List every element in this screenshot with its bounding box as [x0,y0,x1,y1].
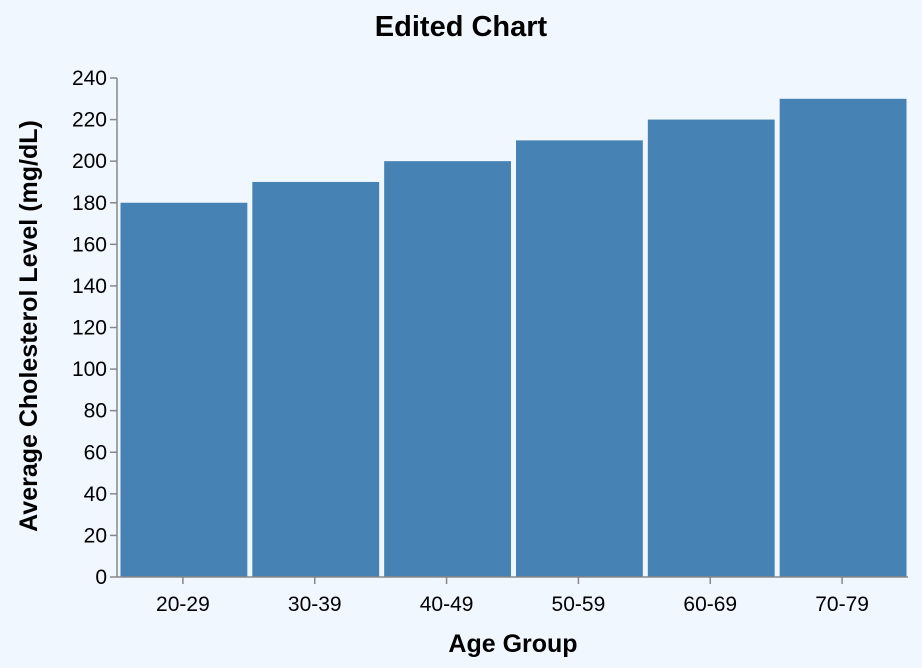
x-tick-label: 50-59 [552,593,606,616]
x-axis-title: Age Group [448,630,577,658]
y-tick-label: 200 [72,150,107,173]
x-axis: 20-29 30-39 40-49 50-59 60-69 70-79 [156,577,869,616]
y-tick-label: 140 [72,275,107,298]
bar-40-49 [384,161,511,577]
x-tick-label: 40-49 [420,593,474,616]
y-tick-label: 80 [84,400,107,423]
y-tick-label: 20 [84,524,107,547]
y-tick-label: 40 [84,483,107,506]
y-axis-title: Average Cholesterol Level (mg/dL) [15,120,43,532]
bar-20-29 [120,202,248,577]
x-tick-label: 20-29 [156,593,210,616]
y-tick-label: 160 [72,233,107,256]
bar-70-79 [779,98,907,578]
x-tick-label: 60-69 [683,593,737,616]
bars-group [120,98,907,578]
y-tick-label: 220 [72,109,107,132]
x-tick-label: 70-79 [815,593,869,616]
y-tick-label: 0 [95,566,107,589]
bar-50-59 [516,140,643,577]
y-tick-label: 180 [72,192,107,215]
x-tick-label: 30-39 [288,593,342,616]
y-tick-label: 100 [72,358,107,381]
y-axis: 0 20 40 60 80 100 120 140 160 180 200 220 240 [72,67,117,589]
y-tick-label: 60 [84,441,107,464]
bar-30-39 [252,181,380,578]
y-tick-label: 120 [72,317,107,340]
chart-title: Edited Chart [375,11,548,43]
y-tick-label: 240 [72,67,107,90]
bar-60-69 [647,119,775,577]
